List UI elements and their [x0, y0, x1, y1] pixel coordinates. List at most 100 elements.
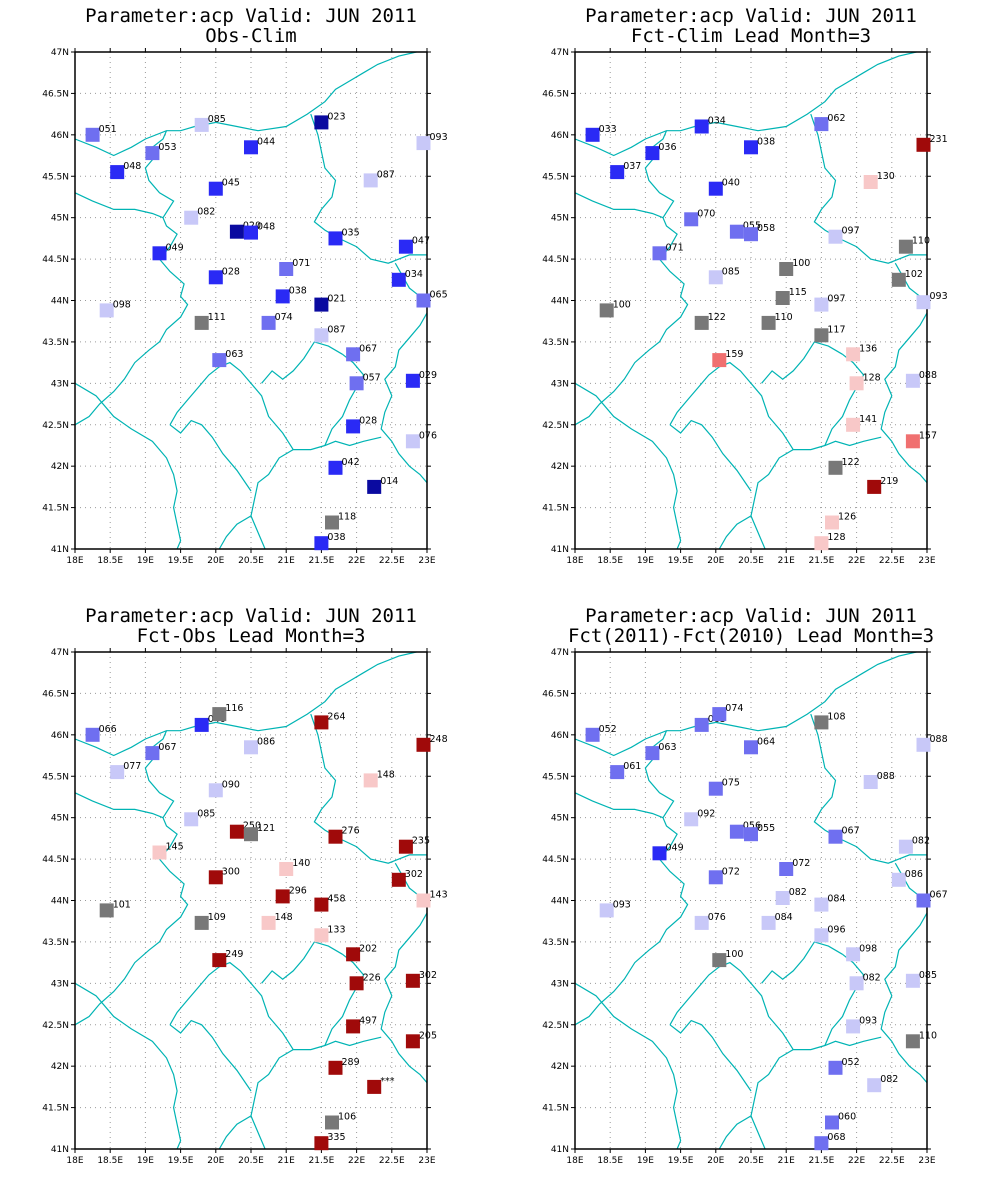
station-marker	[814, 536, 829, 551]
station-label: 084	[827, 894, 845, 905]
station-marker	[314, 1136, 329, 1151]
station-marker	[194, 117, 209, 132]
y-tick-label: 42N	[551, 462, 569, 472]
border-line	[574, 382, 682, 550]
x-tick-label: 22.5E	[379, 1156, 405, 1166]
y-tick-label: 45N	[551, 814, 569, 824]
station-label: 086	[257, 736, 275, 747]
station-marker	[694, 119, 709, 134]
station-label: 109	[208, 912, 226, 923]
y-tick-label: 41.5N	[542, 504, 569, 514]
station-label: 096	[827, 924, 845, 935]
border-line	[718, 515, 752, 550]
y-tick-label: 44.5N	[542, 855, 569, 865]
y-tick-label: 42N	[551, 1062, 569, 1072]
border-line	[824, 353, 865, 446]
station-marker	[279, 862, 294, 876]
border-line	[824, 953, 865, 1046]
station-marker	[729, 224, 744, 239]
border-line	[74, 982, 182, 1150]
border-line	[261, 341, 343, 384]
y-tick-label: 44N	[551, 897, 569, 907]
station-marker	[405, 434, 420, 449]
y-tick-label: 45.5N	[42, 772, 69, 782]
y-tick-label: 45N	[551, 214, 569, 224]
station-marker	[208, 181, 223, 196]
station-label: 038	[757, 136, 775, 147]
border-line	[750, 1036, 882, 1150]
y-tick-label: 43.5N	[542, 938, 569, 948]
y-tick-label: 46N	[51, 731, 69, 741]
station-label: 060	[838, 1112, 856, 1123]
station-label: 021	[327, 294, 345, 305]
x-tick-label: 20E	[207, 556, 224, 566]
station-label: 070	[697, 208, 715, 219]
station-label: 108	[827, 711, 845, 722]
station-marker	[775, 891, 790, 905]
x-tick-label: 19.5E	[668, 1156, 694, 1166]
station-marker	[814, 1136, 829, 1151]
station-label: 058	[757, 223, 775, 234]
station-label: 116	[225, 703, 243, 714]
station-label: 023	[327, 111, 345, 122]
station-marker	[645, 146, 660, 161]
border-line	[718, 1115, 752, 1150]
station-marker	[712, 353, 727, 368]
y-tick-label: 42.5N	[542, 1021, 569, 1031]
border-line	[250, 1036, 382, 1150]
y-tick-label: 47N	[51, 48, 69, 58]
station-label: 049	[166, 242, 184, 253]
station-marker	[744, 827, 758, 842]
station-label: 061	[623, 761, 641, 772]
y-tick-label: 41N	[551, 1145, 569, 1155]
station-marker	[314, 897, 329, 912]
station-label: 106	[338, 1112, 356, 1123]
station-marker	[898, 839, 913, 854]
station-marker	[814, 328, 829, 343]
station-marker	[325, 515, 339, 530]
station-marker	[229, 824, 244, 839]
station-marker	[328, 1060, 343, 1075]
station-label: 048	[257, 222, 275, 233]
border-line	[169, 419, 252, 492]
y-tick-label: 46.5N	[542, 89, 569, 99]
station-marker	[391, 272, 406, 287]
x-tick-label: 18.5E	[597, 556, 623, 566]
x-tick-label: 18.5E	[597, 1156, 623, 1166]
station-label: 098	[113, 299, 131, 310]
station-marker	[398, 839, 413, 854]
y-tick-label: 42.5N	[42, 1021, 69, 1031]
station-marker	[905, 434, 920, 449]
station-marker	[314, 928, 329, 943]
station-label: 082	[863, 972, 881, 983]
station-marker	[416, 893, 431, 908]
border-line	[310, 113, 427, 264]
x-tick-label: 21E	[278, 1156, 295, 1166]
x-tick-label: 20.5E	[738, 1156, 764, 1166]
station-label: 140	[292, 858, 310, 869]
station-label: 082	[912, 836, 930, 847]
station-marker	[712, 707, 727, 722]
y-tick-label: 46.5N	[542, 689, 569, 699]
border-line	[74, 651, 417, 757]
station-marker	[846, 1019, 861, 1034]
station-marker	[708, 181, 723, 196]
station-label: 264	[327, 711, 345, 722]
station-marker	[867, 479, 882, 494]
station-marker	[244, 225, 258, 240]
station-marker	[775, 291, 790, 305]
border-line	[574, 51, 917, 157]
station-marker	[314, 536, 329, 551]
border-line	[669, 361, 794, 450]
x-tick-label: 21E	[778, 556, 795, 566]
station-label: 057	[363, 372, 381, 383]
station-marker	[846, 347, 861, 362]
station-marker	[599, 903, 614, 918]
station-label: 067	[842, 826, 860, 837]
station-marker	[585, 727, 600, 742]
station-label: 088	[877, 771, 895, 782]
station-label: 082	[197, 207, 215, 218]
y-tick-label: 44N	[51, 297, 69, 307]
